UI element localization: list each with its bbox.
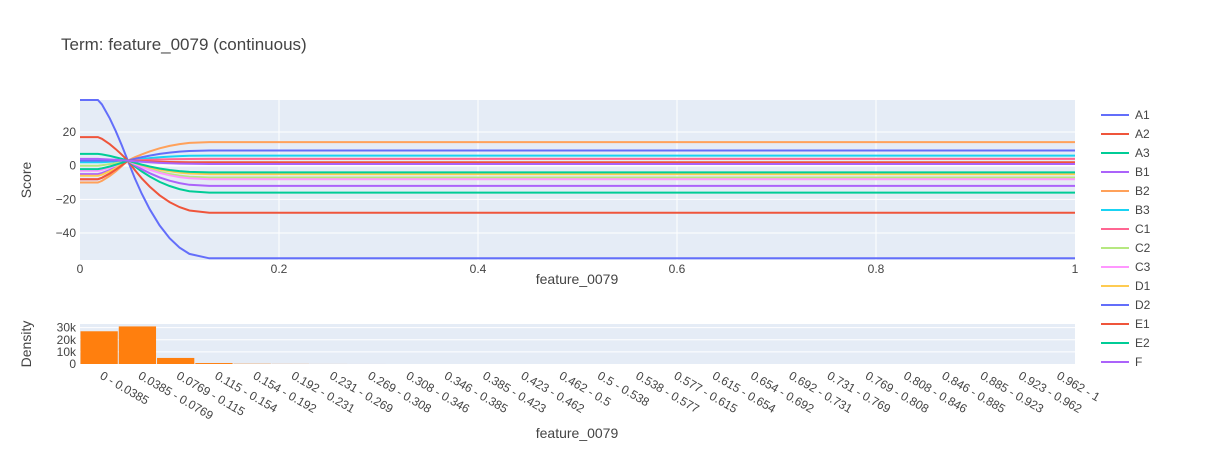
score-x-tick-label: 0.8	[868, 262, 885, 276]
series-line-e2	[80, 159, 1075, 174]
legend-item-b3[interactable]: B3	[1101, 203, 1150, 217]
legend-item-c1[interactable]: C1	[1101, 222, 1151, 236]
density-y-tick-label: 0	[69, 357, 76, 371]
chart-title: Term: feature_0079 (continuous)	[61, 35, 307, 54]
legend-label: F	[1135, 355, 1142, 369]
series-line-b2	[80, 141, 1075, 184]
legend-item-f[interactable]: F	[1101, 355, 1142, 369]
series-line-a2	[80, 136, 1075, 214]
score-x-tick-label: 0.6	[669, 262, 686, 276]
score-lines	[80, 99, 1075, 260]
legend-label: C3	[1135, 260, 1151, 274]
legend-label: A1	[1135, 108, 1150, 122]
legend-label: A3	[1135, 146, 1150, 160]
legend-item-c3[interactable]: C3	[1101, 260, 1151, 274]
score-x-tick-label: 0.4	[470, 262, 487, 276]
density-bar	[157, 357, 195, 364]
score-y-tick-label: −40	[56, 226, 77, 240]
legend-item-a3[interactable]: A3	[1101, 146, 1150, 160]
density-y-axis-label: Density	[18, 321, 34, 368]
legend-label: E2	[1135, 336, 1150, 350]
legend-label: E1	[1135, 317, 1150, 331]
score-y-axis-label: Score	[18, 162, 34, 199]
series-line-d2	[80, 149, 1075, 162]
score-plot: 0 0.2 0.4 0.6 0.8 1 20 0 −20 −40 feature_0079 Sc…	[18, 99, 1079, 287]
legend-label: B1	[1135, 165, 1150, 179]
legend-item-a2[interactable]: A2	[1101, 127, 1150, 141]
legend-item-e2[interactable]: E2	[1101, 336, 1150, 350]
score-x-tick-label: 1	[1072, 262, 1079, 276]
series-line-a3	[80, 152, 1075, 194]
legend-label: C1	[1135, 222, 1151, 236]
series-line-c3	[80, 159, 1075, 181]
score-y-tick-label: 0	[69, 159, 76, 173]
legend-label: B3	[1135, 203, 1150, 217]
density-y-tick-label: 30k	[57, 321, 77, 335]
series-line-b3	[80, 154, 1075, 164]
density-bar	[118, 326, 157, 364]
series-line-a1	[80, 99, 1075, 260]
legend-item-d1[interactable]: D1	[1101, 279, 1151, 293]
legend-label: D2	[1135, 298, 1151, 312]
density-y-tick-label: 10k	[57, 345, 77, 359]
legend-item-e1[interactable]: E1	[1101, 317, 1150, 331]
legend-label: A2	[1135, 127, 1150, 141]
legend: A1 A2 A3 B1 B2 B3 C1 C2 C3 D1 D2 E1 E2 F	[1101, 108, 1151, 369]
score-y-tick-label: 20	[63, 125, 77, 139]
legend-label: D1	[1135, 279, 1151, 293]
density-y-tick-label: 20k	[57, 333, 77, 347]
series-line-f	[80, 157, 1075, 165]
series-line-b1	[80, 159, 1075, 187]
legend-item-d2[interactable]: D2	[1101, 298, 1151, 312]
density-plot-background	[80, 324, 1075, 364]
density-x-axis-label: feature_0079	[536, 425, 619, 441]
score-y-ticks: 20 0 −20 −40	[56, 125, 77, 240]
legend-item-b1[interactable]: B1	[1101, 165, 1150, 179]
score-x-ticks: 0 0.2 0.4 0.6 0.8 1	[77, 262, 1079, 276]
density-bar	[80, 331, 118, 364]
legend-label: C2	[1135, 241, 1151, 255]
legend-item-c2[interactable]: C2	[1101, 241, 1151, 255]
score-x-tick-label: 0.2	[271, 262, 288, 276]
score-x-axis-label: feature_0079	[536, 271, 619, 287]
density-bars	[80, 326, 386, 364]
legend-label: B2	[1135, 184, 1150, 198]
score-x-tick-label: 0	[77, 262, 84, 276]
density-gridlines	[80, 327, 1075, 353]
density-bar	[195, 363, 233, 364]
score-y-tick-label: −20	[56, 192, 77, 206]
legend-item-a1[interactable]: A1	[1101, 108, 1150, 122]
legend-item-b2[interactable]: B2	[1101, 184, 1150, 198]
